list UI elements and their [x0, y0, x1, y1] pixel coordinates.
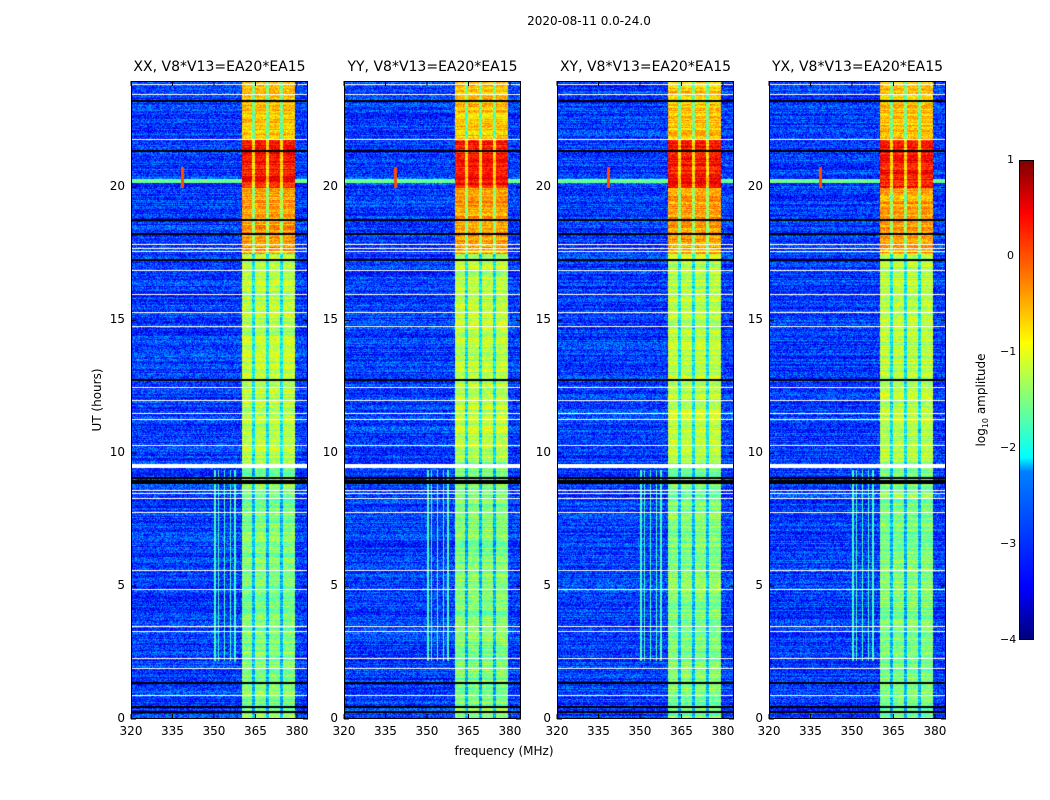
axes-border	[131, 81, 308, 719]
spectrogram-panel: XX, V8*V13=EA20*EA15 320 335 350 365 380 0 5 10 1…	[110, 59, 309, 738]
colorbar-tick-label: −1	[1000, 345, 1017, 358]
x-tick-label: 380	[923, 724, 947, 738]
y-tick-label: 0	[330, 711, 338, 725]
colorbar	[1019, 160, 1034, 640]
y-tick-label: 15	[535, 312, 551, 327]
x-tick-label: 350	[840, 724, 864, 738]
x-tick-label: 365	[670, 724, 693, 738]
y-tick-label: 15	[322, 312, 338, 327]
x-axis-label: frequency (MHz)	[454, 744, 554, 758]
x-tick-label: 350	[628, 724, 652, 738]
axes-frame	[556, 81, 734, 720]
heatmap-image	[131, 81, 308, 719]
x-tick-label: 335	[587, 724, 610, 738]
y-tick-label: 15	[109, 312, 125, 327]
colorbar-tick-label: −3	[1000, 537, 1017, 550]
colorbar-tick-label: −2	[1000, 441, 1017, 454]
x-tick-label: 320	[332, 724, 356, 738]
x-tick-label: 380	[285, 724, 309, 738]
colorbar-label: log10 amplitude	[973, 353, 991, 447]
x-tick-label: 350	[202, 724, 226, 738]
x-tick-label: 365	[244, 724, 267, 738]
y-tick-label: 20	[747, 179, 763, 194]
x-tick-label: 380	[711, 724, 735, 738]
colorbar-tick-label: −4	[1000, 633, 1017, 646]
axes-frame	[343, 81, 521, 720]
y-tick-label: 20	[322, 179, 338, 194]
x-tick-label: 335	[799, 724, 822, 738]
panel-title: YY, V8*V13=EA20*EA15	[347, 59, 518, 75]
axes-frame	[768, 81, 946, 720]
x-tick-label: 365	[882, 724, 905, 738]
colorbar-tick-label: 0	[1007, 249, 1014, 262]
panel-title: XX, V8*V13=EA20*EA15	[133, 59, 306, 75]
axes-border	[769, 81, 946, 719]
x-tick-label: 335	[161, 724, 184, 738]
y-tick-label: 10	[322, 445, 338, 460]
y-tick-label: 5	[117, 578, 125, 593]
y-tick-label: 15	[747, 312, 763, 327]
y-tick-label: 5	[543, 578, 551, 593]
colorbar-tick-label: 1	[1007, 153, 1014, 166]
y-axis-label: UT (hours)	[90, 368, 104, 432]
spectrogram-panel: XY, V8*V13=EA20*EA15 320 335 350 365 380 0 5 10 1…	[536, 59, 735, 738]
spectrogram-panel: YY, V8*V13=EA20*EA15 320 335 350 365 380 0 5 10 1…	[323, 59, 522, 738]
heatmap-image	[557, 81, 734, 719]
x-tick-label: 380	[498, 724, 522, 738]
heatmap-image	[344, 81, 521, 719]
x-tick-label: 320	[757, 724, 781, 738]
y-tick-label: 20	[109, 179, 125, 194]
y-tick-label: 0	[117, 711, 125, 725]
y-tick-label: 10	[535, 445, 551, 460]
x-tick-label: 335	[374, 724, 397, 738]
x-tick-label: 350	[415, 724, 439, 738]
x-tick-label: 365	[457, 724, 480, 738]
y-tick-label: 0	[543, 711, 551, 725]
axes-frame	[130, 81, 308, 720]
axes-border	[344, 81, 521, 719]
x-tick-label: 320	[119, 724, 143, 738]
panel-title: XY, V8*V13=EA20*EA15	[559, 59, 732, 75]
spectrogram-panel: YX, V8*V13=EA20*EA15 320 335 350 365 380 0 5 10 1…	[748, 59, 947, 738]
x-tick-label: 320	[545, 724, 569, 738]
y-tick-label: 20	[535, 179, 551, 194]
y-tick-label: 5	[330, 578, 338, 593]
axes-border	[557, 81, 734, 719]
y-tick-label: 10	[747, 445, 763, 460]
heatmap-image	[769, 81, 946, 719]
y-tick-label: 5	[755, 578, 763, 593]
figure-title: 2020-08-11 0.0-24.0	[527, 14, 651, 28]
y-tick-label: 0	[755, 711, 763, 725]
y-tick-label: 10	[109, 445, 125, 460]
panel-title: YX, V8*V13=EA20*EA15	[771, 59, 944, 75]
